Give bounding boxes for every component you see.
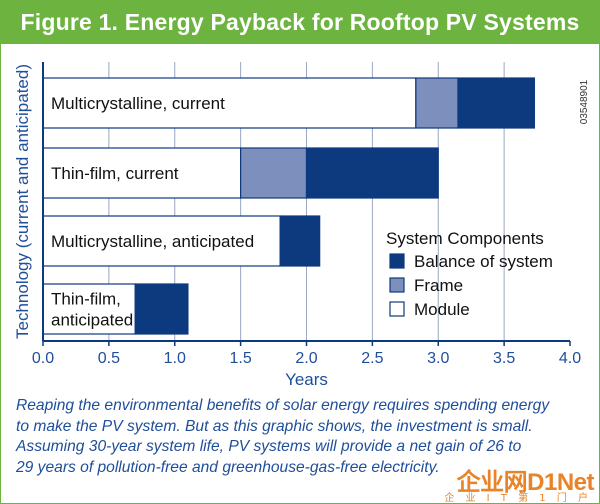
- category-label: Multicrystalline, current: [51, 94, 225, 113]
- legend-entry: Balance of system: [414, 252, 553, 271]
- watermark-logo: 企业网D1Net 企 业 I T 第 1 门 户: [434, 462, 595, 504]
- legend-entry: Module: [414, 300, 470, 319]
- category-label: Thin-film, current: [51, 164, 179, 183]
- bar-segment: [42, 77, 417, 129]
- caption-line: 29 years of pollution-free and greenhous…: [16, 458, 440, 476]
- legend-entry: Frame: [414, 276, 463, 295]
- legend-swatch: [389, 277, 405, 293]
- figure-id: 03548901: [579, 79, 590, 124]
- axes: 0.0 0.5 1.0 1.5 2.0 2.5 3.0 3.5 4.0 Years Technolo…: [13, 62, 581, 389]
- x-tick-label: 4.0: [559, 350, 581, 367]
- x-tick-label: 1.0: [164, 350, 186, 367]
- x-tick-label: 1.5: [230, 350, 252, 367]
- bar-segment: [279, 215, 321, 267]
- x-tick-label: 3.5: [493, 350, 515, 367]
- category-label: Multicrystalline, anticipated: [51, 232, 254, 251]
- bar-segment: [457, 77, 536, 129]
- category-label: anticipated: [51, 311, 133, 330]
- legend: System Components Balance of system Frame M…: [386, 229, 553, 319]
- x-tick-label: 2.5: [361, 350, 383, 367]
- legend-title: System Components: [386, 229, 544, 248]
- x-tick-label: 3.0: [427, 350, 449, 367]
- x-tick-label: 2.0: [295, 350, 317, 367]
- caption-line: Assuming 30-year system life, PV systems…: [16, 438, 522, 455]
- category-labels: Multicrystalline, current Thin-film, curr…: [51, 94, 254, 330]
- energy-payback-chart: Multicrystalline, current Thin-film, curr…: [13, 62, 590, 389]
- bar-segment: [134, 283, 189, 335]
- y-axis-label: Technology (current and anticipated): [13, 64, 32, 339]
- bar-segment: [415, 77, 459, 129]
- bars: [42, 77, 536, 335]
- legend-swatch: [389, 253, 405, 269]
- legend-swatch: [389, 301, 405, 317]
- watermark-main: 企业网D1Net: [456, 469, 595, 496]
- caption: Reaping the environmental benefits of so…: [16, 396, 591, 478]
- bar-segment: [240, 147, 308, 199]
- category-label: Thin-film,: [51, 290, 121, 309]
- bar-segment: [305, 147, 439, 199]
- x-tick-label: 0.0: [32, 350, 54, 367]
- x-axis-label: Years: [285, 370, 328, 389]
- watermark-sub: 企 业 I T 第 1 门 户: [444, 493, 592, 504]
- figure-title: Figure 1. Energy Payback for Rooftop PV …: [1, 1, 599, 44]
- caption-line: Reaping the environmental benefits of so…: [16, 397, 550, 414]
- x-tick-label: 0.5: [98, 350, 120, 367]
- caption-line: to make the PV system. But as this graph…: [16, 417, 533, 435]
- bar-segment: [42, 147, 242, 199]
